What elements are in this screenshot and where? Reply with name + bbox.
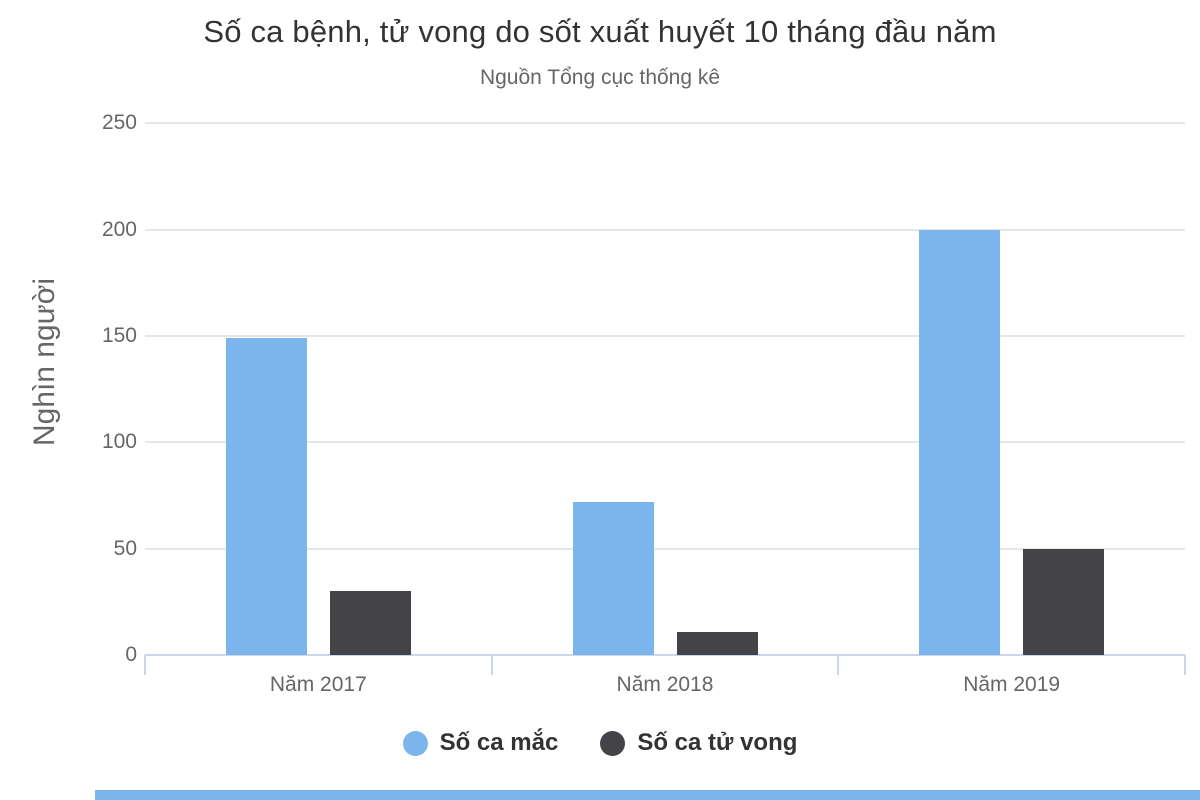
legend-label: Số ca tử vong [637,729,798,756]
x-axis-tick [1184,655,1186,675]
legend-label: Số ca mắc [439,729,559,756]
gridline [145,228,1185,231]
legend-item-deaths[interactable]: Số ca tử vong [600,729,797,757]
legend: Số ca mắc Số ca tử vong [0,729,1200,757]
gridline [145,547,1185,550]
y-tick-label: 200 [101,217,137,241]
chart-title: Số ca bệnh, tử vong do sốt xuất huyết 10… [203,14,997,49]
bar-cases[interactable] [225,338,307,655]
y-axis-title: Nghìn người [28,277,61,447]
y-tick-label: 0 [125,643,137,666]
bar-deaths[interactable] [329,591,411,655]
bar-cases[interactable] [572,501,654,655]
gridline [145,441,1185,444]
x-axis-tick [490,655,493,675]
y-tick-label: 150 [101,323,137,347]
chart-subtitle: Nguồn Tổng cục thống kê [479,66,721,89]
bar-deaths[interactable] [676,631,758,655]
bar-cases[interactable] [919,229,1001,655]
legend-marker-icon [402,730,428,756]
x-category-label: Năm 2017 [269,673,367,696]
y-tick-label: 100 [101,430,137,454]
x-category-label: Năm 2018 [616,673,714,696]
x-category-label: Năm 2019 [963,673,1061,696]
bottom-strip [95,790,1200,800]
legend-item-cases[interactable]: Số ca mắc [402,729,559,757]
legend-marker-icon [600,730,626,756]
x-axis-tick [837,655,840,675]
gridline [145,334,1185,337]
y-tick-label: 50 [113,536,137,560]
x-axis-line [145,654,1185,656]
gridline [145,122,1185,125]
bar-deaths[interactable] [1023,548,1105,655]
x-axis-tick [144,655,146,675]
y-tick-label: 250 [101,111,137,135]
